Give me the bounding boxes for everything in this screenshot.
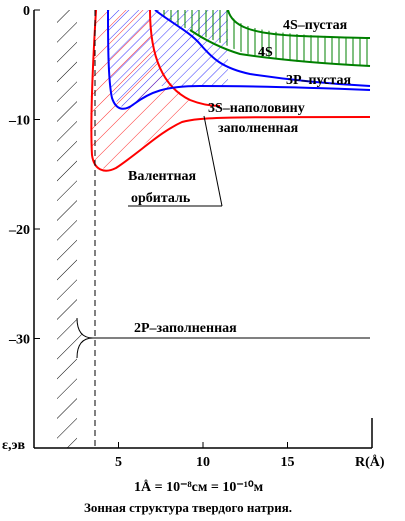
x-axis-label: R(Å) <box>355 454 385 470</box>
curve-3p-left <box>107 10 371 110</box>
level-2p-line <box>76 317 370 359</box>
x-axis-ticks: 5 10 15 <box>115 442 295 470</box>
label-3s-line2: заполненная <box>218 121 299 136</box>
y-tick-label: –20 <box>8 223 30 238</box>
curve-4s-lower <box>189 29 371 67</box>
label-3s-line1: 3S–наполовину <box>208 101 305 116</box>
curve-4s-upper <box>227 10 371 39</box>
annotation-valence: Валентная орбиталь <box>128 169 200 206</box>
curve-3s-bottom <box>90 10 371 172</box>
annotation-leader <box>203 115 223 207</box>
y-tick-label: 0 <box>23 4 30 19</box>
unit-formula: 1Å = 10⁻⁸см = 10⁻¹⁰м <box>134 479 264 495</box>
curve-3p-top <box>154 10 371 87</box>
x-tick-label: 5 <box>115 455 122 470</box>
x-tick-label: 10 <box>196 455 210 470</box>
y-tick-label: –30 <box>8 333 30 348</box>
label-3s-half: 3S–наполовину заполненная <box>208 101 308 136</box>
label-2p-filled: 2P–заполненная <box>134 321 237 336</box>
annotation-line1: Валентная <box>128 169 197 184</box>
label-3p-empty: 3P–пустая <box>286 73 351 88</box>
y-axis-ticks: 0 –10 –20 –30 <box>8 4 40 348</box>
core-hatch <box>57 10 93 448</box>
band-4s-hatch <box>155 10 370 66</box>
caption-title: Зонная структура твердого натрия. <box>84 500 292 515</box>
y-axis-label: ε,эв <box>2 438 26 453</box>
label-4s: 4S <box>258 45 273 60</box>
y-tick-label: –10 <box>8 114 30 129</box>
x-tick-label: 15 <box>281 455 295 470</box>
annotation-line2: орбиталь <box>131 191 191 206</box>
curve-3s-top <box>149 10 221 107</box>
label-4s-empty: 4S–пустая <box>283 18 348 33</box>
